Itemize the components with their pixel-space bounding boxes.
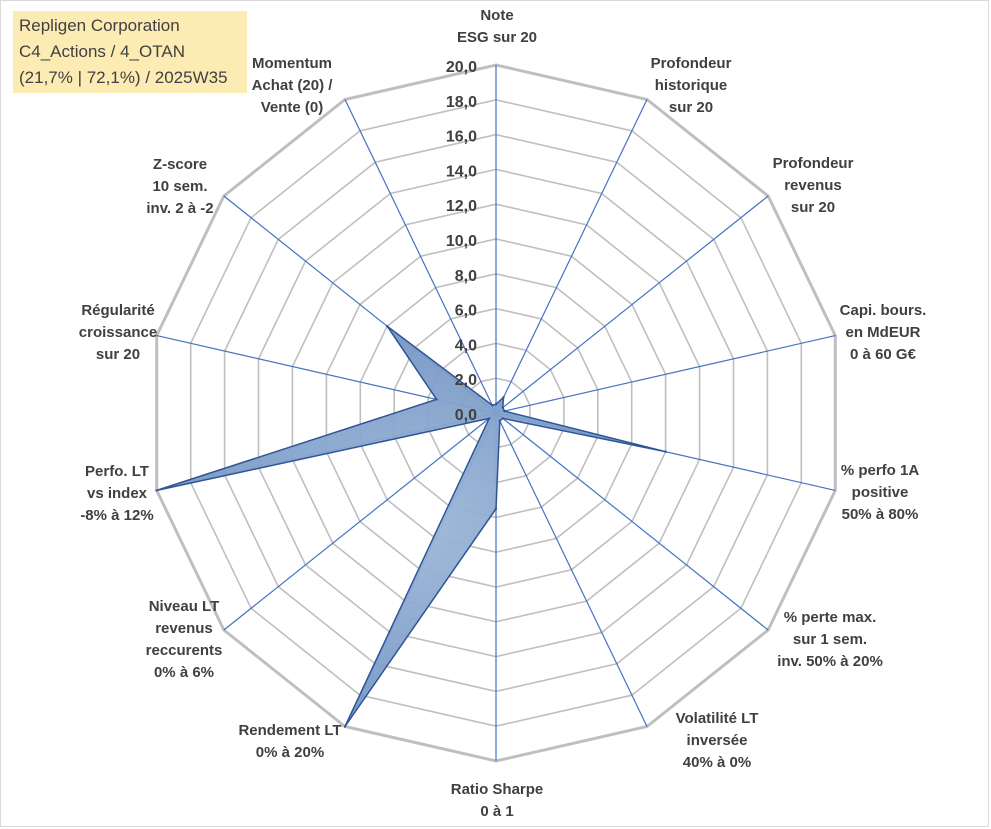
axis-spoke [223,412,497,631]
tick-label: 2,0 [455,372,477,389]
axis-label-line: 10 sem. [152,178,207,195]
axis-label-line: Capi. bours. [840,302,927,319]
axis-label: Volatilité LT inversée 40% à 0% [676,710,759,771]
axis-label-line: vs index [87,485,148,502]
series-area [156,325,666,727]
axis-label-line: Achat (20) / [252,77,334,94]
axis-label: Niveau LT revenus reccurents 0% à 6% [146,598,223,681]
axis-label-line: sur 1 sem. [793,631,867,648]
series-layer [155,325,667,728]
axis-label: Profondeur revenus sur 20 [773,155,854,216]
tick-label: 14,0 [446,163,477,180]
axis-label: Profondeur historique sur 20 [651,55,732,116]
data-point [343,725,347,728]
axis-spoke [344,99,497,414]
axis-label-line: 0 à 1 [480,803,513,820]
axis-label-line: Régularité [81,302,154,319]
axis-label-line: % perte max. [784,609,877,626]
tick-label: 10,0 [446,233,477,250]
axis-label-line: Rendement LT [238,722,341,739]
axis-label-line: Momentum [252,55,332,72]
axis-label-line: Note [480,7,513,24]
data-point [491,404,494,407]
axis-label-line: ESG sur 20 [457,29,537,46]
axis-label-line: Profondeur [773,155,854,172]
axis-label-line: Perfo. LT [85,463,149,480]
axis-label-line: 0% à 6% [154,664,214,681]
tick-label: 4,0 [455,337,477,354]
axis-label-line: Profondeur [651,55,732,72]
axis-label-line: inv. 2 à -2 [146,200,213,217]
data-point [503,409,506,413]
data-point [498,419,501,422]
tick-label: 8,0 [455,268,477,285]
axis-label: % perfo 1A positive 50% à 80% [841,462,920,523]
axis-label-line: historique [655,77,728,94]
data-point [488,417,491,420]
axis-label-line: Vente (0) [261,99,324,116]
axis-label-line: % perfo 1A [841,462,920,479]
axis-label: Z-score 10 sem. inv. 2 à -2 [146,156,213,217]
data-point [501,406,504,409]
data-point [494,507,498,510]
axis-label-line: 50% à 80% [842,506,919,523]
axis-label: Capi. bours. en MdEUR 0 à 60 G€ [840,302,927,363]
axis-label: Ratio Sharpe 0 à 1 [451,781,544,820]
data-point [502,396,505,399]
axis-label-line: en MdEUR [846,324,921,341]
axis-label-layer: Note ESG sur 20 Profondeur historique sur 20… [79,7,927,820]
axis-label-line: Ratio Sharpe [451,781,544,798]
axis-label-line: inv. 50% à 20% [777,653,883,670]
data-point [155,489,158,492]
axis-label: Régularité croissance sur 20 [79,302,157,363]
data-point [435,398,438,401]
tick-layer: 0,0 2,0 4,0 6,0 8,0 10,0 12,0 14,0 16,0 18,0 20,0 [446,59,477,424]
tick-label: 12,0 [446,198,477,215]
axis-label-line: reccurents [146,642,223,659]
tick-label: 16,0 [446,129,477,146]
axis-label: Rendement LT 0% à 20% [238,722,341,761]
tick-label: 18,0 [446,94,477,111]
axis-label-line: inversée [687,732,748,749]
axis-spoke [495,412,648,727]
title-line-3: (21,7% | 72,1%) / 2025W35 [19,68,228,87]
axis-label-line: Niveau LT [149,598,220,615]
axis-label: Momentum Achat (20) / Vente (0) [252,55,334,116]
axis-spoke [495,335,836,414]
axis-label-line: sur 20 [669,99,713,116]
axis-spoke [495,412,769,631]
axis-label-line: 0% à 20% [256,744,324,761]
axis-label: Note ESG sur 20 [457,7,537,46]
axis-spoke [495,99,648,414]
tick-label: 20,0 [446,59,477,76]
axis-label: Perfo. LT vs index -8% à 12% [80,463,153,524]
axis-label: % perte max. sur 1 sem. inv. 50% à 20% [777,609,883,670]
data-point [501,417,504,420]
title-line-2: C4_Actions / 4_OTAN [19,42,185,61]
axis-label-line: Z-score [153,156,207,173]
data-point [386,325,389,328]
axis-label-line: 40% à 0% [683,754,751,771]
axis-label-line: revenus [155,620,213,637]
axis-label-line: positive [852,484,909,501]
axis-label-line: sur 20 [791,199,835,216]
axis-label-line: -8% à 12% [80,507,153,524]
data-point [664,450,667,453]
axis-label-line: sur 20 [96,346,140,363]
axis-label-line: croissance [79,324,157,341]
axis-label-line: 0 à 60 G€ [850,346,917,363]
tick-label: 6,0 [455,303,477,320]
tick-label: 0,0 [455,407,477,424]
chart-title-box: Repligen Corporation C4_Actions / 4_OTAN… [13,11,247,93]
data-point [494,403,498,406]
axis-label-line: Volatilité LT [676,710,759,727]
title-line-1: Repligen Corporation [19,16,180,35]
axis-spoke [495,195,769,414]
axis-label-line: revenus [784,177,842,194]
